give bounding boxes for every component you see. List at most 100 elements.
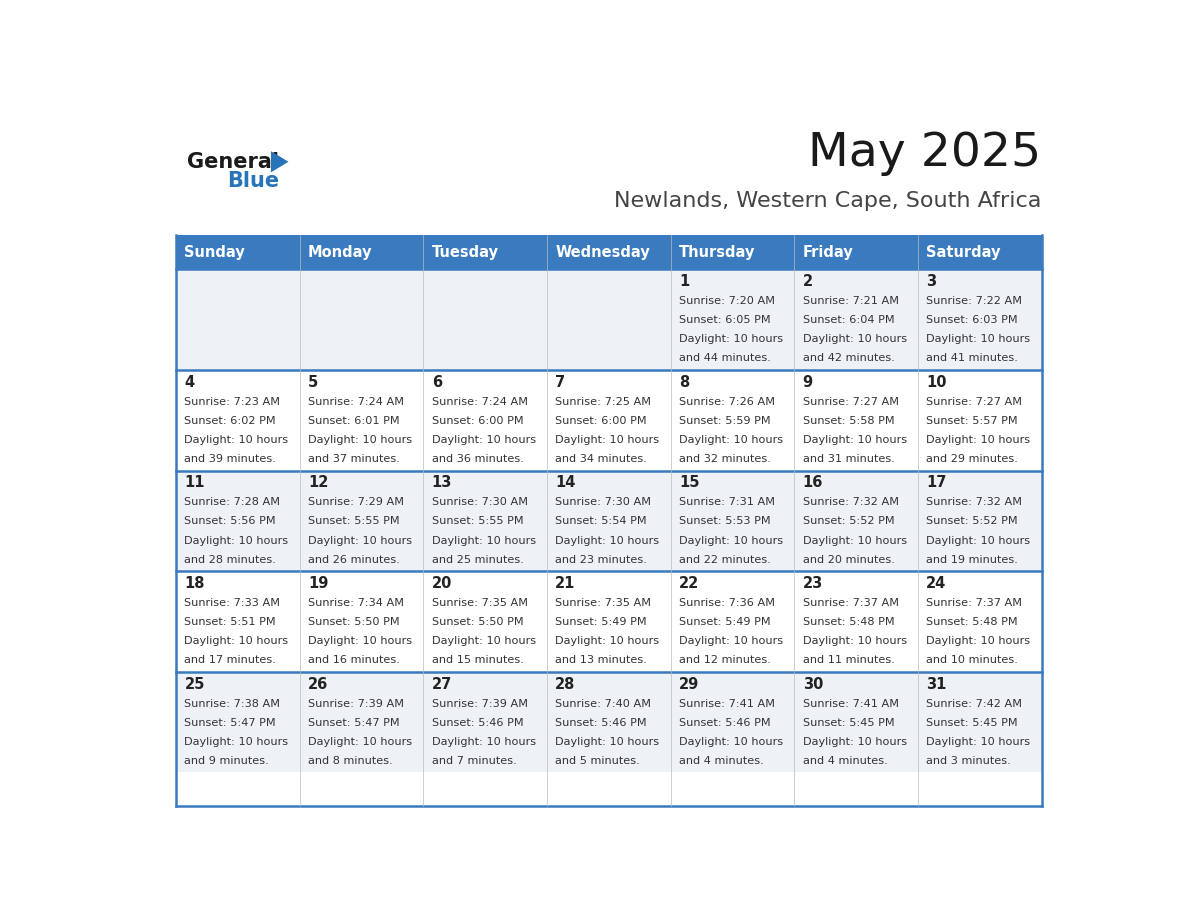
Text: and 4 minutes.: and 4 minutes. [680, 756, 764, 766]
Text: 9: 9 [803, 375, 813, 390]
Text: Daylight: 10 hours: Daylight: 10 hours [927, 535, 1030, 545]
Text: and 34 minutes.: and 34 minutes. [555, 454, 647, 464]
Text: Daylight: 10 hours: Daylight: 10 hours [680, 435, 783, 445]
Bar [423, 235, 546, 269]
Text: Tuesday: Tuesday [431, 245, 499, 260]
Text: 23: 23 [803, 577, 823, 591]
Text: and 41 minutes.: and 41 minutes. [927, 353, 1018, 364]
Text: 7: 7 [555, 375, 565, 390]
Text: Sunset: 5:49 PM: Sunset: 5:49 PM [555, 617, 647, 627]
Text: and 15 minutes.: and 15 minutes. [431, 655, 524, 666]
Text: and 7 minutes.: and 7 minutes. [431, 756, 517, 766]
Text: Sunrise: 7:38 AM: Sunrise: 7:38 AM [184, 699, 280, 709]
Text: Daylight: 10 hours: Daylight: 10 hours [555, 737, 659, 747]
Text: Sunrise: 7:27 AM: Sunrise: 7:27 AM [927, 397, 1022, 407]
Text: Daylight: 10 hours: Daylight: 10 hours [680, 535, 783, 545]
Text: and 17 minutes.: and 17 minutes. [184, 655, 277, 666]
Text: 1: 1 [680, 274, 689, 289]
Text: Sunrise: 7:41 AM: Sunrise: 7:41 AM [680, 699, 775, 709]
Text: Sunrise: 7:36 AM: Sunrise: 7:36 AM [680, 598, 775, 608]
Text: Sunrise: 7:28 AM: Sunrise: 7:28 AM [184, 498, 280, 508]
Text: 20: 20 [431, 577, 453, 591]
Text: Sunrise: 7:30 AM: Sunrise: 7:30 AM [431, 498, 527, 508]
Text: Sunset: 5:53 PM: Sunset: 5:53 PM [680, 517, 771, 526]
Text: Daylight: 10 hours: Daylight: 10 hours [555, 435, 659, 445]
Text: General: General [188, 151, 279, 172]
Bar [546, 235, 671, 269]
Text: and 39 minutes.: and 39 minutes. [184, 454, 277, 464]
Text: and 44 minutes.: and 44 minutes. [680, 353, 771, 364]
Text: Sunset: 5:59 PM: Sunset: 5:59 PM [680, 416, 771, 426]
Text: and 42 minutes.: and 42 minutes. [803, 353, 895, 364]
Text: Sunset: 5:46 PM: Sunset: 5:46 PM [431, 718, 523, 728]
Text: Sunset: 5:56 PM: Sunset: 5:56 PM [184, 517, 276, 526]
Text: Sunset: 5:52 PM: Sunset: 5:52 PM [803, 517, 895, 526]
Text: 13: 13 [431, 476, 453, 490]
Text: Daylight: 10 hours: Daylight: 10 hours [803, 535, 906, 545]
Text: 2: 2 [803, 274, 813, 289]
Text: Daylight: 10 hours: Daylight: 10 hours [184, 737, 289, 747]
Text: Sunrise: 7:31 AM: Sunrise: 7:31 AM [680, 498, 775, 508]
Text: 17: 17 [927, 476, 947, 490]
Text: Blue: Blue [227, 171, 279, 191]
Text: and 29 minutes.: and 29 minutes. [927, 454, 1018, 464]
Bar [176, 471, 1042, 571]
Text: and 8 minutes.: and 8 minutes. [308, 756, 393, 766]
Bar [176, 571, 1042, 672]
Text: Sunset: 5:46 PM: Sunset: 5:46 PM [680, 718, 771, 728]
Text: 4: 4 [184, 375, 195, 390]
Text: Daylight: 10 hours: Daylight: 10 hours [308, 636, 412, 646]
Text: Daylight: 10 hours: Daylight: 10 hours [555, 636, 659, 646]
Text: 29: 29 [680, 677, 700, 692]
Text: 18: 18 [184, 577, 204, 591]
Text: and 16 minutes.: and 16 minutes. [308, 655, 400, 666]
Text: 14: 14 [555, 476, 576, 490]
Text: Sunrise: 7:24 AM: Sunrise: 7:24 AM [308, 397, 404, 407]
Text: 19: 19 [308, 577, 328, 591]
Text: Sunset: 5:55 PM: Sunset: 5:55 PM [431, 517, 523, 526]
Text: 15: 15 [680, 476, 700, 490]
Text: 30: 30 [803, 677, 823, 692]
Text: Sunday: Sunday [184, 245, 245, 260]
Text: Daylight: 10 hours: Daylight: 10 hours [555, 535, 659, 545]
Text: 8: 8 [680, 375, 689, 390]
Bar [176, 370, 1042, 471]
Text: Sunset: 5:58 PM: Sunset: 5:58 PM [803, 416, 895, 426]
Text: Daylight: 10 hours: Daylight: 10 hours [431, 636, 536, 646]
Text: Sunset: 6:03 PM: Sunset: 6:03 PM [927, 315, 1018, 325]
Text: Sunrise: 7:37 AM: Sunrise: 7:37 AM [803, 598, 898, 608]
Text: Sunrise: 7:37 AM: Sunrise: 7:37 AM [927, 598, 1022, 608]
Text: and 23 minutes.: and 23 minutes. [555, 554, 647, 565]
Text: and 12 minutes.: and 12 minutes. [680, 655, 771, 666]
Text: Daylight: 10 hours: Daylight: 10 hours [308, 737, 412, 747]
Text: Sunrise: 7:21 AM: Sunrise: 7:21 AM [803, 297, 898, 306]
Text: 28: 28 [555, 677, 576, 692]
Text: and 20 minutes.: and 20 minutes. [803, 554, 895, 565]
Text: Sunrise: 7:40 AM: Sunrise: 7:40 AM [555, 699, 651, 709]
Text: Daylight: 10 hours: Daylight: 10 hours [680, 636, 783, 646]
Bar [795, 235, 918, 269]
Text: Daylight: 10 hours: Daylight: 10 hours [927, 636, 1030, 646]
Text: Sunrise: 7:39 AM: Sunrise: 7:39 AM [308, 699, 404, 709]
Text: Newlands, Western Cape, South Africa: Newlands, Western Cape, South Africa [614, 191, 1042, 210]
Text: Sunset: 5:47 PM: Sunset: 5:47 PM [308, 718, 399, 728]
Text: and 25 minutes.: and 25 minutes. [431, 554, 524, 565]
Text: Sunset: 5:49 PM: Sunset: 5:49 PM [680, 617, 771, 627]
Bar [918, 235, 1042, 269]
Text: 10: 10 [927, 375, 947, 390]
Text: Daylight: 10 hours: Daylight: 10 hours [184, 636, 289, 646]
Text: and 3 minutes.: and 3 minutes. [927, 756, 1011, 766]
Text: Sunset: 5:50 PM: Sunset: 5:50 PM [431, 617, 523, 627]
Text: Sunrise: 7:42 AM: Sunrise: 7:42 AM [927, 699, 1022, 709]
Text: Daylight: 10 hours: Daylight: 10 hours [184, 435, 289, 445]
Text: 16: 16 [803, 476, 823, 490]
Text: Sunset: 6:00 PM: Sunset: 6:00 PM [555, 416, 647, 426]
Text: Saturday: Saturday [927, 245, 1000, 260]
Bar [176, 235, 299, 269]
Text: Sunrise: 7:24 AM: Sunrise: 7:24 AM [431, 397, 527, 407]
Text: 22: 22 [680, 577, 700, 591]
Text: and 32 minutes.: and 32 minutes. [680, 454, 771, 464]
Text: Sunrise: 7:29 AM: Sunrise: 7:29 AM [308, 498, 404, 508]
Text: Daylight: 10 hours: Daylight: 10 hours [927, 334, 1030, 344]
Text: Wednesday: Wednesday [555, 245, 650, 260]
